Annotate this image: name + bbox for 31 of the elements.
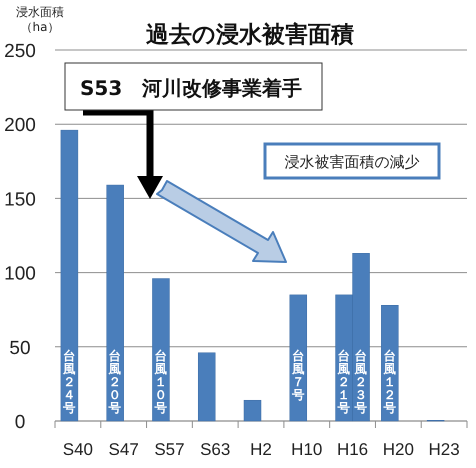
bar [244, 400, 262, 422]
annotation: 台風１０号 [153, 348, 168, 415]
x-tick-label: H16 [336, 440, 368, 459]
annotation: 台風２４号 [62, 348, 76, 415]
x-tick-label: S47 [108, 440, 139, 459]
annotation: 台風２１号 [336, 348, 351, 415]
bar [198, 352, 216, 422]
annotation: 台風７号 [290, 348, 305, 402]
annotation: 台風１２号 [382, 348, 396, 415]
bar [106, 184, 124, 422]
y-tick-label: 100 [4, 264, 36, 285]
x-tick-label: H10 [291, 440, 322, 459]
annotation: 台風２３号 [354, 348, 368, 415]
y-axis-title: 浸水面積（ha） [16, 5, 64, 34]
y-tick-label: 50 [9, 338, 31, 359]
y-tick-label: 250 [4, 41, 36, 62]
chart-title: 過去の浸水被害面積 [146, 21, 354, 48]
bar [152, 278, 170, 422]
x-tick-label: H23 [428, 440, 460, 459]
y-tick-label: 200 [4, 115, 36, 136]
x-tick-label: S40 [62, 440, 94, 459]
annotation: 浸水被害面積の減少 [284, 153, 420, 171]
y-tick-label: 150 [4, 189, 36, 210]
bar [60, 130, 78, 422]
x-tick-label: S63 [200, 440, 230, 459]
y-tick-label: 0 [14, 412, 26, 433]
x-tick-label: S57 [154, 440, 185, 459]
x-tick-label: H2 [250, 440, 272, 459]
x-tick-label: H20 [382, 440, 414, 459]
annotation: S53 河川改修事業着手 [80, 76, 302, 100]
annotation: 台風２０号 [108, 348, 122, 415]
